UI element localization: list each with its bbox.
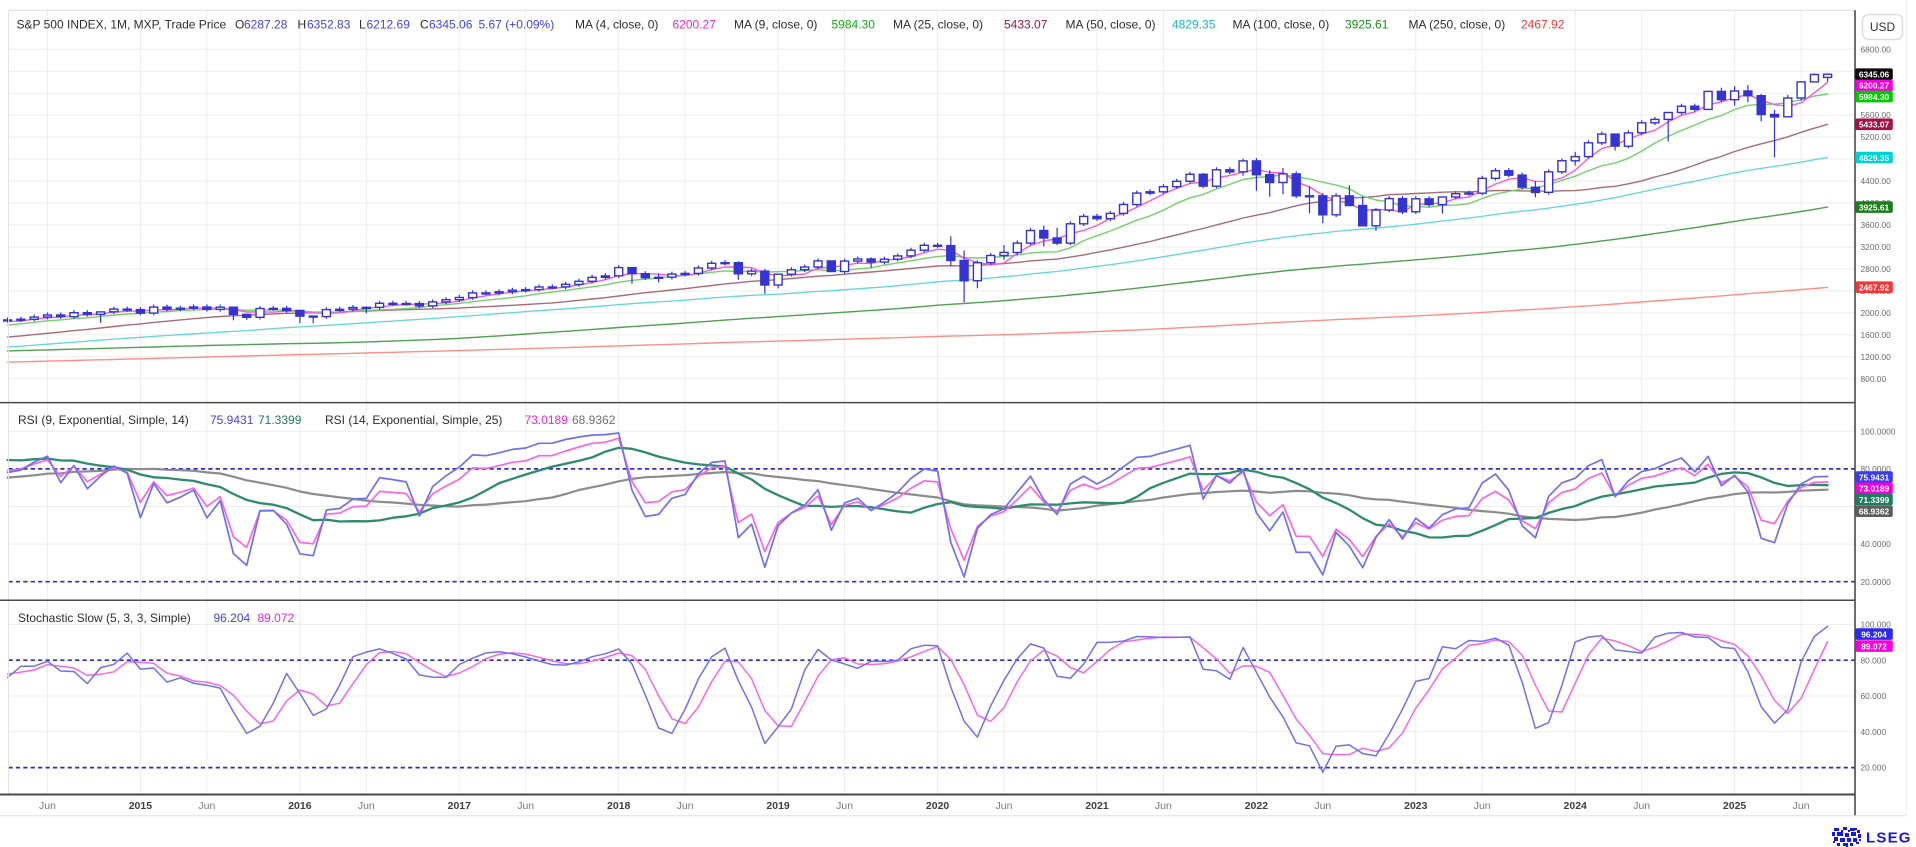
svg-text:73.0189: 73.0189 xyxy=(525,413,569,427)
svg-text:100.000: 100.000 xyxy=(1861,620,1892,630)
svg-text:4829.35: 4829.35 xyxy=(1172,18,1216,32)
svg-text:RSI (9, Exponential, Simple, 1: RSI (9, Exponential, Simple, 14) xyxy=(18,413,189,427)
svg-text:75.9431: 75.9431 xyxy=(1859,472,1890,482)
svg-text:2020: 2020 xyxy=(926,800,950,812)
svg-text:68.9362: 68.9362 xyxy=(572,413,616,427)
svg-text:C: C xyxy=(420,18,429,32)
svg-text:2467.92: 2467.92 xyxy=(1521,18,1565,32)
svg-text:1200.00: 1200.00 xyxy=(1861,352,1892,362)
svg-text:89.072: 89.072 xyxy=(1861,641,1887,651)
svg-text:2025: 2025 xyxy=(1723,800,1747,812)
svg-text:40.0000: 40.0000 xyxy=(1861,539,1892,549)
svg-text:100.0000: 100.0000 xyxy=(1861,426,1896,436)
svg-text:20.000: 20.000 xyxy=(1861,763,1887,773)
svg-text:1600.00: 1600.00 xyxy=(1861,330,1892,340)
svg-text:89.072: 89.072 xyxy=(258,611,295,625)
svg-text:Jun: Jun xyxy=(1793,800,1810,812)
svg-text:MA (100, close, 0): MA (100, close, 0) xyxy=(1233,18,1330,32)
svg-text:Jun: Jun xyxy=(517,800,534,812)
svg-text:LSEG: LSEG xyxy=(1866,830,1912,847)
svg-text:2024: 2024 xyxy=(1564,800,1588,812)
svg-text:3600.00: 3600.00 xyxy=(1861,220,1892,230)
svg-text:Jun: Jun xyxy=(39,800,56,812)
svg-text:4400.00: 4400.00 xyxy=(1861,176,1892,186)
svg-text:5984.30: 5984.30 xyxy=(832,18,876,32)
svg-text:5433.07: 5433.07 xyxy=(1004,18,1048,32)
svg-text:6345.06: 6345.06 xyxy=(429,18,473,32)
svg-text:2018: 2018 xyxy=(607,800,631,812)
svg-text:2467.92: 2467.92 xyxy=(1859,283,1890,293)
svg-text:L: L xyxy=(359,18,366,32)
svg-text:2016: 2016 xyxy=(288,800,312,812)
svg-text:5600.00: 5600.00 xyxy=(1861,110,1892,120)
svg-text:MA (4, close, 0): MA (4, close, 0) xyxy=(575,18,658,32)
svg-text:Jun: Jun xyxy=(1633,800,1650,812)
svg-text:20.0000: 20.0000 xyxy=(1861,577,1892,587)
svg-text:Jun: Jun xyxy=(1314,800,1331,812)
svg-text:6212.69: 6212.69 xyxy=(367,18,411,32)
svg-text:2021: 2021 xyxy=(1085,800,1109,812)
svg-text:6352.83: 6352.83 xyxy=(307,18,351,32)
svg-text:MA (9, close, 0): MA (9, close, 0) xyxy=(734,18,817,32)
svg-text:Jun: Jun xyxy=(677,800,694,812)
svg-text:2019: 2019 xyxy=(766,800,790,812)
svg-text:2022: 2022 xyxy=(1245,800,1269,812)
svg-text:Jun: Jun xyxy=(1474,800,1491,812)
svg-text:5200.00: 5200.00 xyxy=(1861,132,1892,142)
svg-text:Jun: Jun xyxy=(1155,800,1172,812)
svg-text:96.204: 96.204 xyxy=(214,611,251,625)
svg-text:3925.61: 3925.61 xyxy=(1345,18,1389,32)
svg-text:MA (50, close, 0): MA (50, close, 0) xyxy=(1066,18,1156,32)
svg-text:5433.07: 5433.07 xyxy=(1859,120,1890,130)
svg-text:O: O xyxy=(235,18,244,32)
svg-text:Stochastic Slow (5, 3, 3, Simp: Stochastic Slow (5, 3, 3, Simple) xyxy=(18,611,191,625)
svg-text:2800.00: 2800.00 xyxy=(1861,264,1892,274)
svg-text:6287.28: 6287.28 xyxy=(244,18,288,32)
svg-text:80.000: 80.000 xyxy=(1861,655,1887,665)
svg-text:4829.35: 4829.35 xyxy=(1859,153,1890,163)
svg-text:MA (250, close, 0): MA (250, close, 0) xyxy=(1409,18,1506,32)
svg-text:2000.00: 2000.00 xyxy=(1861,308,1892,318)
svg-text:6345.06: 6345.06 xyxy=(1859,70,1890,80)
svg-text:3925.61: 3925.61 xyxy=(1859,202,1890,212)
svg-text:96.204: 96.204 xyxy=(1861,629,1887,639)
svg-text:RSI (14, Exponential, Simple,: RSI (14, Exponential, Simple, 25) xyxy=(325,413,502,427)
svg-text:2015: 2015 xyxy=(129,800,153,812)
svg-text:68.9362: 68.9362 xyxy=(1859,507,1890,517)
svg-text:71.3399: 71.3399 xyxy=(258,413,302,427)
svg-text:6800.00: 6800.00 xyxy=(1861,44,1892,54)
svg-text:73.0189: 73.0189 xyxy=(1859,484,1890,494)
svg-text:3200.00: 3200.00 xyxy=(1861,242,1892,252)
svg-text:H: H xyxy=(298,18,307,32)
svg-text:71.3399: 71.3399 xyxy=(1859,495,1890,505)
svg-text:Jun: Jun xyxy=(836,800,853,812)
svg-text:6200.27: 6200.27 xyxy=(1859,81,1890,91)
svg-text:5984.30: 5984.30 xyxy=(1859,92,1890,102)
svg-text:800.00: 800.00 xyxy=(1861,374,1887,384)
svg-text:Jun: Jun xyxy=(996,800,1013,812)
svg-text:MA (25, close, 0): MA (25, close, 0) xyxy=(893,18,983,32)
svg-text:40.000: 40.000 xyxy=(1861,727,1887,737)
svg-text:75.9431: 75.9431 xyxy=(210,413,254,427)
svg-text:2023: 2023 xyxy=(1404,800,1428,812)
svg-text:5.67 (+0.09%): 5.67 (+0.09%) xyxy=(479,18,555,32)
svg-text:80.0000: 80.0000 xyxy=(1861,464,1892,474)
svg-text:60.000: 60.000 xyxy=(1861,691,1887,701)
svg-text:USD: USD xyxy=(1870,20,1896,34)
svg-text:2017: 2017 xyxy=(448,800,472,812)
svg-text:S&P 500 INDEX, 1M, MXP, Trade: S&P 500 INDEX, 1M, MXP, Trade Price xyxy=(17,18,227,32)
svg-text:6200.27: 6200.27 xyxy=(673,18,717,32)
svg-text:Jun: Jun xyxy=(198,800,215,812)
svg-text:Jun: Jun xyxy=(358,800,375,812)
